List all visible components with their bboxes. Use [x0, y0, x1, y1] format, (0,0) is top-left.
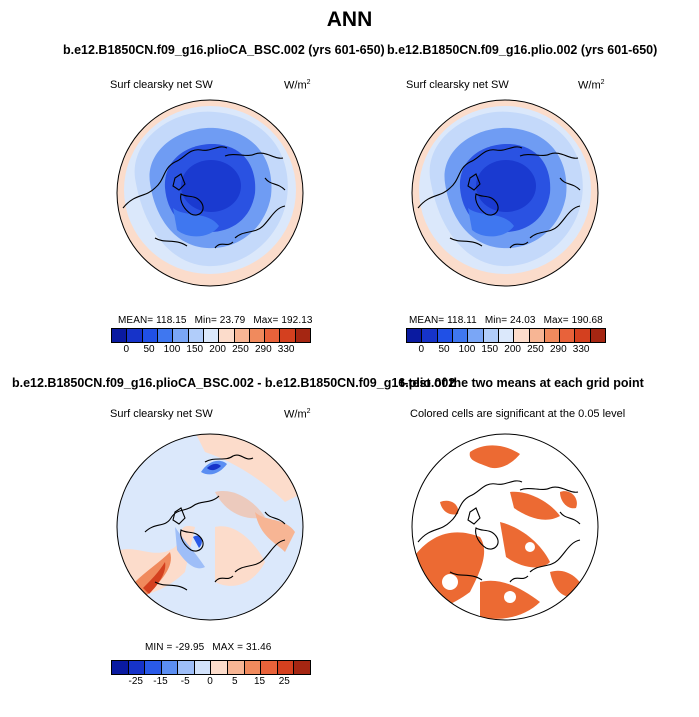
colorbar-tick-label: 15 — [253, 676, 266, 687]
colorbar-box — [590, 329, 606, 342]
colorbar-box — [112, 661, 129, 674]
colorbar-tick-label: 0 — [123, 344, 129, 355]
case-title-top-right: b.e12.B1850CN.f09_g16.plio.002 (yrs 601-… — [387, 43, 658, 57]
colorbar-tick-label: 250 — [232, 344, 249, 355]
colorbar-box — [498, 329, 515, 342]
colorbar-tick-label: 200 — [504, 344, 521, 355]
colorbar-tick-label: 150 — [186, 344, 204, 355]
colorbar-box — [178, 661, 195, 674]
colorbar-tick-label: 290 — [254, 344, 272, 355]
colorbar-tick-label: -15 — [153, 676, 168, 687]
polar-map-bottom-right — [411, 433, 599, 621]
colorbar-box — [161, 661, 179, 674]
colorbar-tick-label: 100 — [163, 344, 181, 355]
units-label-top-right: W/m2 — [578, 79, 605, 92]
colorbar-box — [128, 661, 146, 674]
colorbar-tick-label: 5 — [231, 676, 238, 687]
colorbar-box — [142, 329, 158, 342]
units-label-bottom-left: W/m2 — [284, 408, 311, 421]
colorbar-box — [544, 329, 561, 342]
colorbar-tick-label: 50 — [143, 344, 155, 355]
field-label-top-right: Surf clearsky net SW — [406, 79, 509, 91]
stats-bottom-left: MIN = -29.95 MAX = 31.46 — [145, 642, 272, 653]
colorbar-tick-label: 0 — [418, 344, 424, 355]
colorbar-box — [437, 329, 453, 342]
colorbar-box — [219, 329, 235, 342]
figure-title: ANN — [326, 8, 373, 31]
colorbar-box — [157, 329, 174, 342]
colorbar-tick-label: 0 — [207, 676, 213, 687]
colorbar-box — [277, 661, 295, 674]
colorbar-tick-label: -25 — [128, 676, 143, 687]
case-title-bottom-right: t-test of the two means at each grid poi… — [400, 376, 644, 390]
colorbar-box — [112, 329, 128, 342]
colorbar-box — [228, 661, 245, 674]
colorbar-box — [249, 329, 266, 342]
colorbar-box — [203, 329, 220, 342]
colorbar-tick-label: 290 — [549, 344, 567, 355]
polar-map-top-right — [411, 99, 599, 287]
colorbar-box — [483, 329, 499, 342]
case-title-bottom-left: b.e12.B1850CN.f09_g16.plioCA_BSC.002 - b… — [12, 376, 456, 390]
field-label-top-left: Surf clearsky net SW — [110, 79, 213, 91]
colorbar-box — [295, 329, 311, 342]
colorbar-tick-label: 150 — [481, 344, 499, 355]
units-label-top-left: W/m2 — [284, 79, 311, 92]
colorbar-tick-label: 100 — [458, 344, 476, 355]
field-label-bottom-left: Surf clearsky net SW — [110, 408, 213, 420]
colorbar-box — [407, 329, 423, 342]
colorbar-box — [127, 329, 143, 342]
colorbar-box — [452, 329, 469, 342]
colorbar-tick-label: 25 — [278, 676, 290, 687]
colorbar-tick-label: 330 — [572, 344, 590, 355]
colorbar-box — [188, 329, 204, 342]
polar-map-bottom-left — [116, 433, 304, 621]
stats-top-left: MEAN= 118.15 Min= 23.79 Max= 192.13 — [118, 315, 313, 326]
colorbar-box — [173, 329, 189, 342]
colorbar-box — [560, 329, 576, 342]
colorbar-bottom-left — [111, 660, 311, 675]
significance-note: Colored cells are significant at the 0.0… — [410, 408, 626, 420]
colorbar-box — [234, 329, 250, 342]
colorbar-box — [194, 661, 212, 674]
colorbar-tick-label: 330 — [277, 344, 295, 355]
colorbar-box — [468, 329, 484, 342]
colorbar-box — [575, 329, 591, 342]
colorbar-box — [294, 661, 310, 674]
colorbar-box — [211, 661, 229, 674]
colorbar-tick-label: 250 — [527, 344, 544, 355]
colorbar-top-right — [406, 328, 606, 343]
colorbar-box — [422, 329, 438, 342]
colorbar-top-left — [111, 328, 311, 343]
colorbar-tick-label: 200 — [209, 344, 226, 355]
colorbar-box — [280, 329, 296, 342]
stats-top-right: MEAN= 118.11 Min= 24.03 Max= 190.68 — [409, 315, 603, 326]
colorbar-tick-label: -5 — [180, 676, 190, 687]
case-title-top-left: b.e12.B1850CN.f09_g16.plioCA_BSC.002 (yr… — [63, 43, 385, 57]
colorbar-box — [514, 329, 530, 342]
polar-map-top-left — [116, 99, 304, 287]
colorbar-box — [244, 661, 262, 674]
colorbar-box — [265, 329, 281, 342]
colorbar-box — [145, 661, 162, 674]
colorbar-tick-label: 50 — [438, 344, 450, 355]
colorbar-box — [261, 661, 278, 674]
colorbar-box — [529, 329, 545, 342]
